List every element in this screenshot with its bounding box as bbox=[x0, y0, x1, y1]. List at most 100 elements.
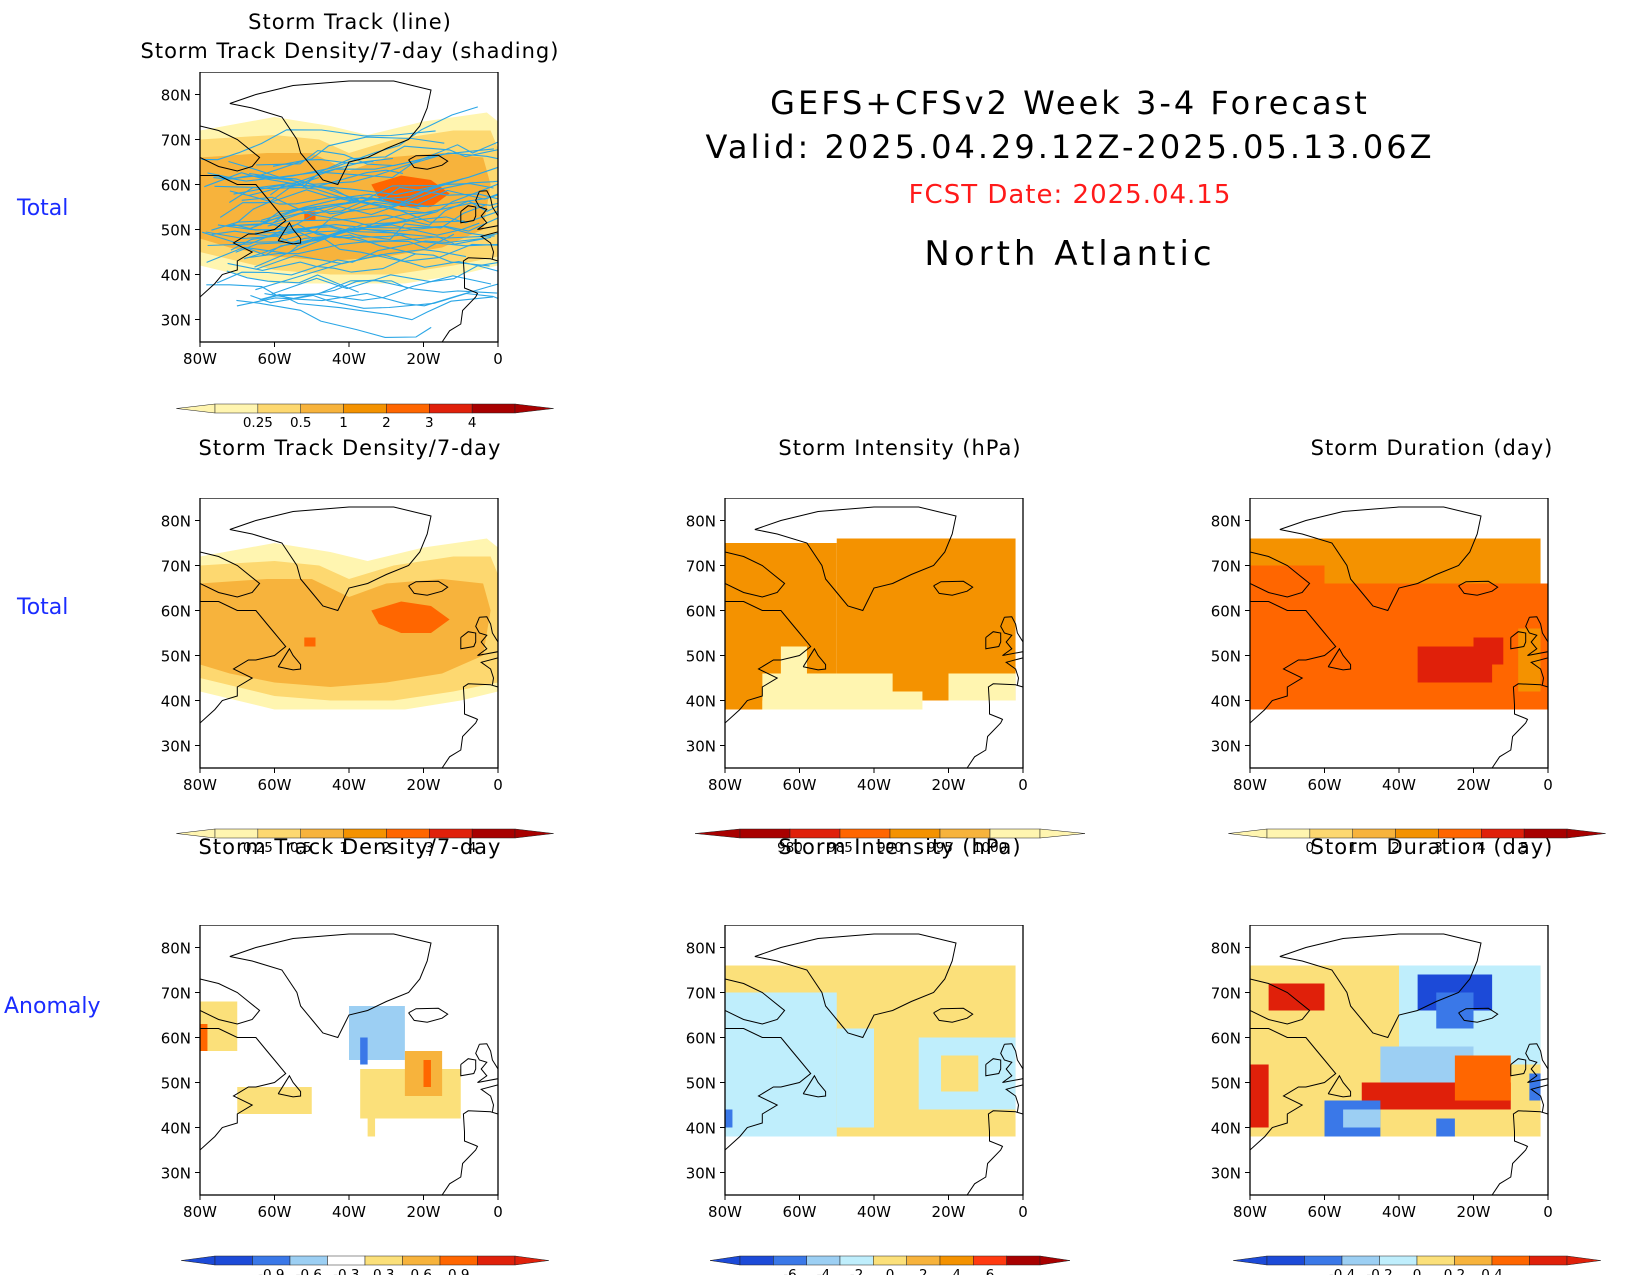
colorbar-label: -6 bbox=[783, 1267, 796, 1275]
storm-track-line bbox=[236, 299, 432, 338]
colorbar-swatch bbox=[471, 828, 516, 839]
colorbar-intensity-anomaly: -6 -4 -2 0 2 4 6 bbox=[709, 1255, 1071, 1275]
colorbar-left-arrow bbox=[1233, 1255, 1268, 1266]
map-field bbox=[200, 506, 498, 768]
lon-tick-label: 80W bbox=[183, 1203, 217, 1221]
map-intensity-anomaly: 80N 70N 60N 50N 40N 30N 80W 60W 40W 20W 0 bbox=[686, 925, 1028, 1221]
coastline bbox=[497, 138, 498, 140]
storm-track-line bbox=[211, 228, 416, 255]
storm-track-line bbox=[228, 152, 498, 179]
colorbar-density: 0.25 0.5 1 2 3 4 bbox=[176, 828, 554, 856]
storm-track-line bbox=[217, 223, 495, 239]
colorbar-swatch bbox=[1438, 828, 1482, 839]
colorbar-label: 4 bbox=[1477, 840, 1486, 856]
colorbar-label: -4 bbox=[817, 1267, 830, 1275]
map-field bbox=[200, 80, 498, 342]
lat-tick-label: 30N bbox=[161, 738, 191, 756]
lat-tick-label: 30N bbox=[161, 312, 191, 330]
lat-tick-label: 70N bbox=[686, 558, 716, 576]
colorbar-left-arrow bbox=[1228, 828, 1268, 839]
map-field bbox=[1250, 506, 1548, 768]
coastline bbox=[480, 657, 498, 685]
lon-tick-label: 20W bbox=[932, 776, 966, 794]
lon-tick-label: 0 bbox=[1018, 776, 1028, 794]
lon-tick-label: 0 bbox=[1543, 776, 1553, 794]
colorbar-label: 2 bbox=[919, 1267, 928, 1275]
panel1-title: Storm Track Density/7-day bbox=[198, 436, 502, 460]
grid-cell bbox=[1518, 628, 1541, 692]
storm-track-line bbox=[261, 275, 492, 301]
lon-tick-label: 80W bbox=[708, 1203, 742, 1221]
forecast-date: FCST Date: 2025.04.15 bbox=[908, 180, 1232, 210]
lat-tick-label: 50N bbox=[161, 648, 191, 666]
coastline bbox=[1022, 1026, 1023, 1027]
colorbar-swatch bbox=[1395, 828, 1439, 839]
coastline bbox=[1022, 564, 1023, 566]
coastline bbox=[460, 1058, 477, 1077]
colorbar-label: 0 bbox=[886, 1267, 895, 1275]
colorbar-label: 4 bbox=[952, 1267, 961, 1275]
colorbar-left-arrow bbox=[176, 403, 216, 414]
coastline bbox=[754, 933, 957, 1039]
colorbar-swatch bbox=[214, 403, 259, 414]
colorbar-label: 995 bbox=[927, 840, 953, 856]
coastline bbox=[460, 205, 477, 224]
lat-tick-label: 40N bbox=[161, 1120, 191, 1138]
colorbar-label: 1000 bbox=[973, 840, 1007, 856]
colorbar-duration-anomaly: -0.4 -0.2 0 0.2 0.4 bbox=[1233, 1255, 1601, 1275]
colorbar-swatch bbox=[1266, 828, 1311, 839]
colorbar-swatch bbox=[939, 1255, 974, 1266]
storm-track-line bbox=[250, 292, 498, 309]
coastline bbox=[460, 631, 477, 650]
coastline bbox=[966, 683, 1023, 768]
coastline bbox=[480, 1084, 498, 1112]
storm-track-line bbox=[213, 106, 478, 182]
coastline bbox=[1458, 1007, 1499, 1023]
lon-tick-label: 0 bbox=[1018, 1203, 1028, 1221]
coastline bbox=[1250, 601, 1337, 724]
storm-track-line bbox=[245, 233, 455, 259]
map-field bbox=[200, 933, 498, 1195]
colorbar-label: 0.6 bbox=[411, 1267, 432, 1275]
coastline bbox=[408, 154, 449, 170]
grid-cell bbox=[1343, 673, 1399, 710]
forecast-title: GEFS+CFSv2 Week 3-4 Forecast bbox=[770, 84, 1370, 122]
colorbar-swatch bbox=[789, 828, 841, 839]
colorbar-label: 0.4 bbox=[1481, 1267, 1502, 1275]
grid-cell bbox=[423, 1060, 431, 1087]
coastline bbox=[1022, 991, 1023, 993]
colorbar-label: 2 bbox=[382, 840, 391, 856]
coastline bbox=[725, 601, 812, 724]
colorbar-swatch bbox=[257, 828, 301, 839]
coastline bbox=[1510, 1058, 1527, 1077]
grid-cell bbox=[725, 1109, 733, 1128]
storm-track-line bbox=[249, 184, 443, 196]
colorbar-left-arrow bbox=[695, 828, 741, 839]
coastline bbox=[1491, 1110, 1548, 1195]
storm-track-line bbox=[259, 293, 494, 321]
lon-tick-label: 20W bbox=[407, 1203, 441, 1221]
coastline bbox=[725, 551, 786, 598]
coastline bbox=[200, 601, 287, 724]
lon-tick-label: 0 bbox=[1543, 1203, 1553, 1221]
coastline bbox=[497, 991, 498, 993]
colorbar-label: 990 bbox=[877, 840, 903, 856]
coastline bbox=[408, 1007, 449, 1023]
map-duration-total: 80N 70N 60N 50N 40N 30N 80W 60W 40W 20W 0 bbox=[1211, 498, 1553, 794]
coastline bbox=[475, 190, 498, 230]
colorbar-label: 0.25 bbox=[243, 840, 273, 856]
colorbar-duration: 0 1 2 3 4 5 bbox=[1228, 828, 1606, 856]
lat-tick-label: 40N bbox=[1211, 693, 1241, 711]
lon-tick-label: 60W bbox=[258, 350, 292, 368]
storm-track-line bbox=[255, 243, 498, 270]
lat-tick-label: 50N bbox=[161, 1075, 191, 1093]
storm-track-line bbox=[213, 175, 360, 201]
coastline bbox=[475, 1043, 498, 1083]
grid-cell bbox=[1473, 637, 1504, 665]
coastline bbox=[497, 173, 498, 174]
colorbar-swatch bbox=[439, 1255, 478, 1266]
colorbar-swatch bbox=[1006, 1255, 1041, 1266]
lon-tick-label: 20W bbox=[407, 776, 441, 794]
lon-tick-label: 40W bbox=[1382, 776, 1416, 794]
coastline bbox=[1005, 1084, 1023, 1112]
